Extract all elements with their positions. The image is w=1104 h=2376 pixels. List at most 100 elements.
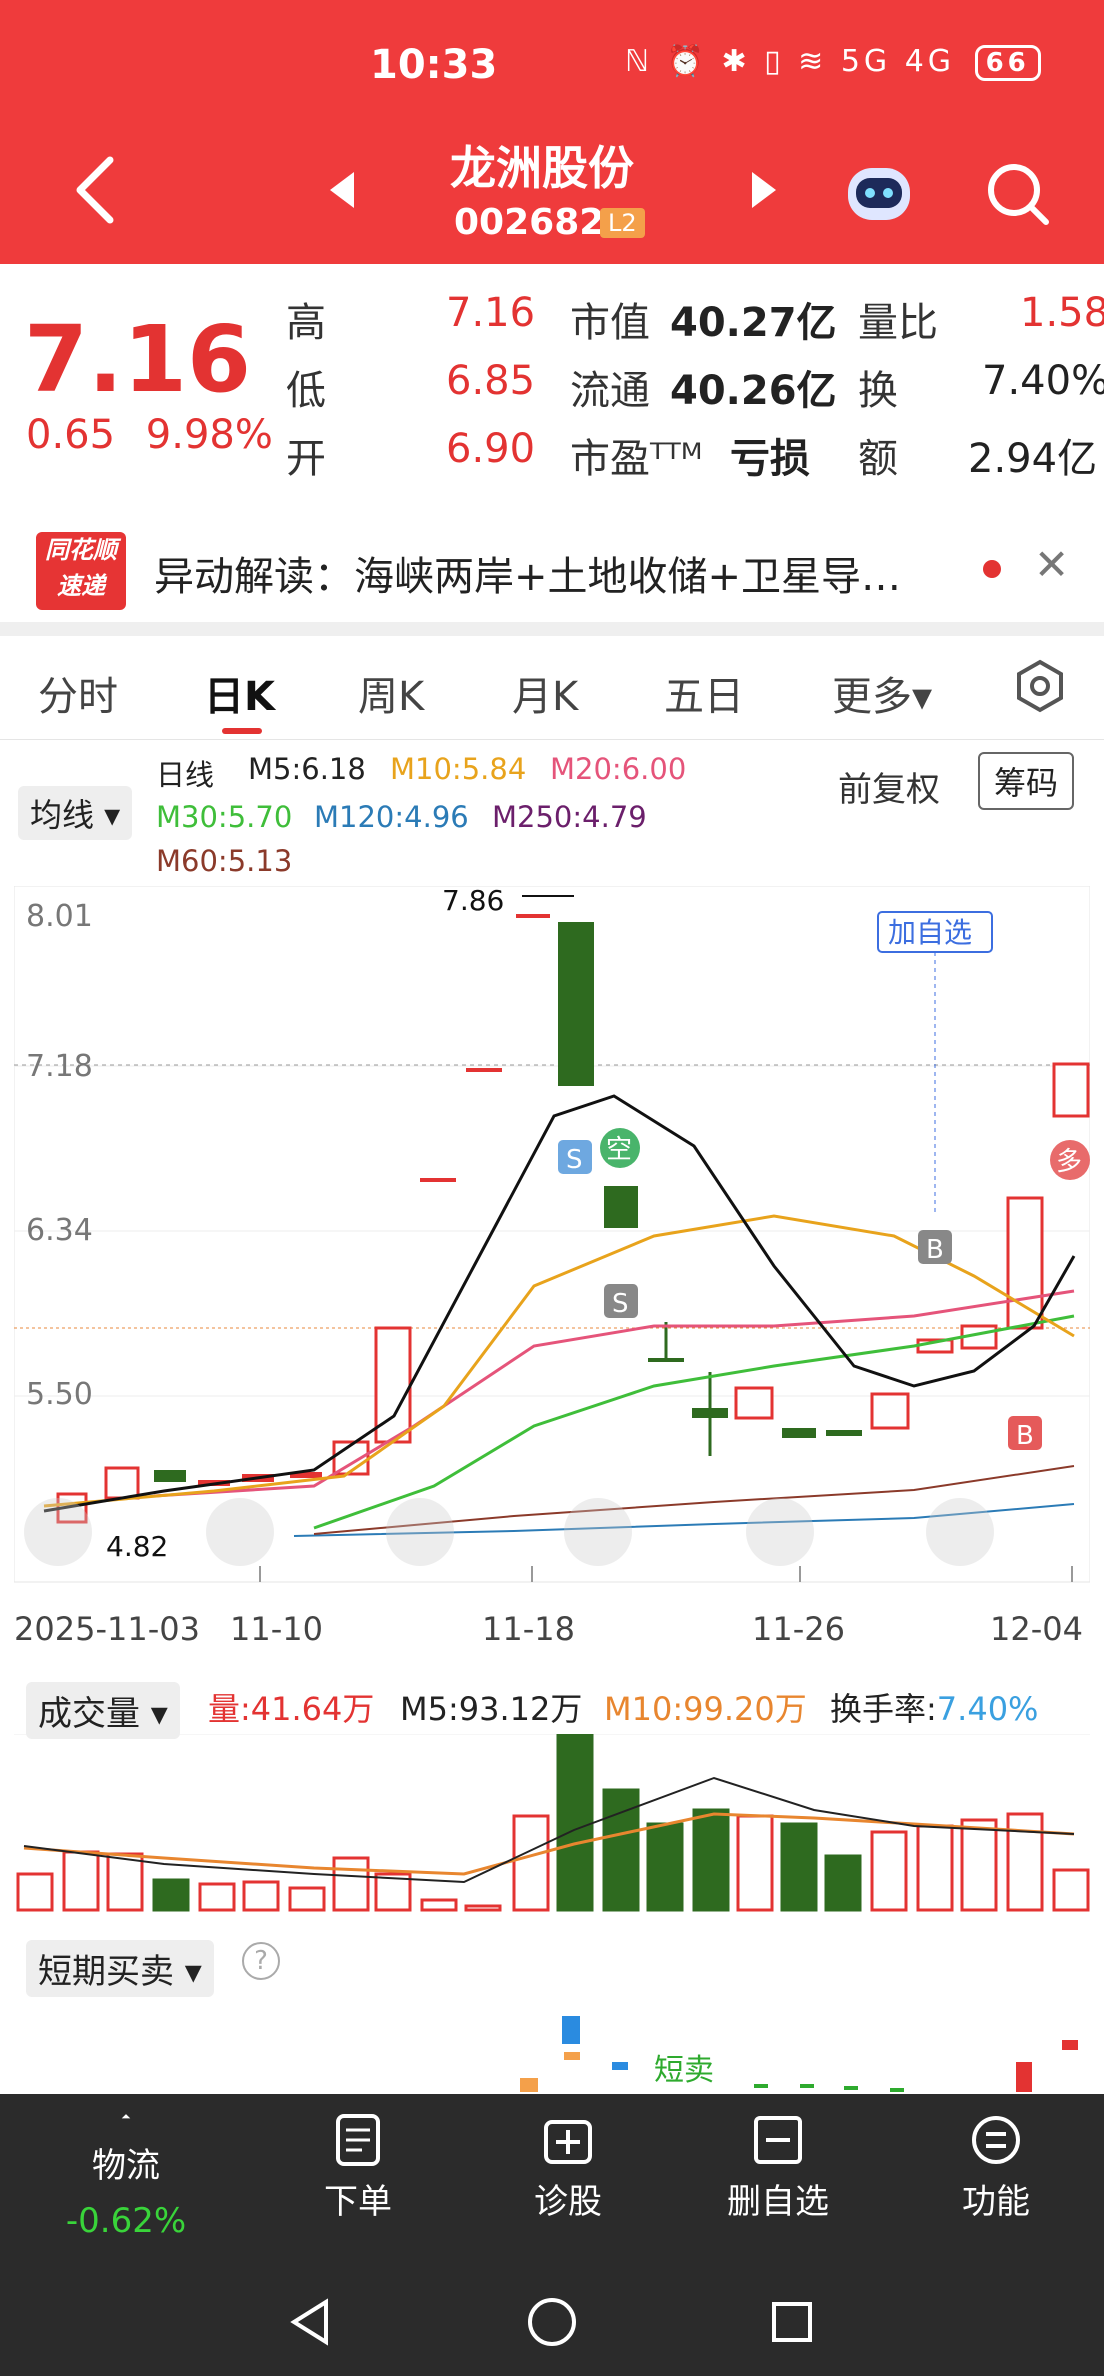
short-term-chart: 短卖 (520, 2016, 1078, 2092)
tab-monthly-k[interactable]: 月K (512, 674, 579, 720)
nav-home-icon[interactable] (526, 2296, 578, 2348)
signal-s[interactable]: S (558, 1140, 592, 1175)
diagnose-icon (544, 2120, 592, 2164)
candle (420, 1178, 456, 1182)
signal-kong[interactable]: 空 (600, 1128, 640, 1168)
float-label: 流通 (570, 368, 650, 414)
ytick-label: 5.50 (26, 1377, 93, 1412)
remove-watch-icon (754, 2116, 802, 2164)
signal-duo[interactable]: 多 (1050, 1140, 1090, 1180)
ma60-line (313, 1465, 1075, 1535)
signal-b-label: B (926, 1235, 944, 1265)
pe-value: 亏损 (730, 436, 810, 482)
news-banner[interactable]: 同花顺 速递 异动解读：海峡两岸+土地收储+卫星导… (0, 516, 1104, 620)
back-icon[interactable] (70, 150, 120, 230)
date-label: 11-26 (752, 1610, 845, 1648)
ma30-label: M30:5.70 (156, 800, 293, 834)
price-change: 0.65 9.98% (26, 412, 273, 458)
nav-recents-icon[interactable] (770, 2300, 814, 2344)
zoom-in-icon[interactable] (206, 1498, 274, 1566)
candle (466, 1068, 502, 1072)
news-text[interactable]: 异动解读：海峡两岸+土地收储+卫星导… (154, 554, 902, 600)
kline-chart[interactable]: 8.01 7.18 6.34 5.50 7.86 (14, 886, 1090, 1586)
settings-icon[interactable] (1012, 658, 1068, 714)
tab-weekly-k[interactable]: 周K (358, 674, 425, 720)
l2-badge[interactable]: L2 (600, 208, 645, 238)
chart-nav-controls (24, 1498, 994, 1566)
fullscreen-icon[interactable] (926, 1498, 994, 1566)
functions-icon (972, 2116, 1020, 2164)
high-value: 7.16 (446, 290, 536, 336)
divider (0, 622, 1104, 636)
candle (1006, 1196, 1044, 1330)
toolbar-functions-label: 功能 (962, 2182, 1030, 2222)
chips-button[interactable]: 筹码 (978, 752, 1075, 810)
status-time: 10:33 (370, 42, 498, 88)
candle (870, 1392, 910, 1430)
ma30-line (313, 1314, 1075, 1530)
tab-daily-k[interactable]: 日K (204, 674, 275, 720)
scroll-right-icon[interactable] (746, 1498, 814, 1566)
help-icon[interactable]: ? (242, 1942, 280, 1980)
nav-back-icon[interactable] (286, 2298, 334, 2346)
bottom-toolbar: 物流 -0.62% 下单 诊股 删自选 功能 (0, 2094, 1104, 2262)
open-value: 6.90 (446, 426, 536, 472)
scroll-left-icon[interactable] (564, 1498, 632, 1566)
adjust-mode-label[interactable]: 前复权 (838, 770, 940, 810)
zoom-out-icon[interactable] (386, 1498, 454, 1566)
prev-stock-icon[interactable] (328, 170, 358, 210)
turnover-value: 7.40% (982, 358, 1104, 404)
mcap-label: 市值 (570, 300, 650, 346)
volume-indicator-select[interactable]: 成交量 ▾ (26, 1682, 180, 1739)
toolbar-diagnose[interactable]: 诊股 (488, 2112, 648, 2223)
date-label: 11-10 (230, 1610, 323, 1648)
unread-dot-icon (983, 560, 1001, 578)
zoom-out-all-icon[interactable] (24, 1498, 92, 1566)
tab-intraday[interactable]: 分时 (38, 674, 118, 720)
toolbar-functions[interactable]: 功能 (916, 2112, 1076, 2223)
tab-five-day[interactable]: 五日 (664, 674, 744, 720)
ma5-line (43, 1094, 1076, 1513)
toolbar-order[interactable]: 下单 (278, 2112, 438, 2223)
robot-assistant-icon[interactable] (842, 158, 916, 228)
ma5-label: M5:6.18 (248, 752, 366, 786)
signal-b2[interactable]: B (1008, 1416, 1042, 1451)
volume-bars (16, 1734, 1090, 1912)
float-value: 40.26亿 (670, 368, 837, 414)
ths-logo: 同花顺 速递 (36, 532, 126, 610)
turnover-rate-value: 7.40% (936, 1690, 1039, 1728)
next-stock-icon[interactable] (748, 170, 778, 210)
last-price: 7.16 (24, 306, 251, 413)
tab-more[interactable]: 更多▾ (832, 674, 933, 720)
short-term-indicator-select[interactable]: 短期买卖 ▾ (26, 1940, 214, 1997)
signal-s2-label: S (612, 1289, 629, 1319)
indicator-select[interactable]: 均线 ▾ (18, 786, 133, 840)
close-icon[interactable]: ✕ (1034, 540, 1070, 589)
signal-b[interactable]: B (918, 1230, 952, 1265)
high-label: 高 (286, 300, 326, 346)
volume-ratio-value: 1.58 (1020, 290, 1104, 336)
signal-s-label: S (566, 1145, 583, 1175)
search-icon[interactable] (982, 158, 1052, 228)
change-percent: 9.98% (145, 412, 273, 458)
date-label: 2025-11-03 (14, 1610, 200, 1648)
candle (290, 1472, 322, 1478)
candle (104, 1466, 140, 1500)
signal-s2[interactable]: S (604, 1284, 638, 1319)
turnover-rate-label: 换手率:7.40% (830, 1684, 1038, 1730)
ma250-line (293, 1503, 1075, 1537)
toolbar-remove-watch[interactable]: 删自选 (698, 2112, 858, 2223)
ytick-label: 6.34 (26, 1213, 93, 1248)
high-marker: 7.86 (442, 886, 504, 917)
candle (558, 922, 594, 1086)
quote-panel: 7.16 0.65 9.98% 高 7.16 低 6.85 开 6.90 市值 … (0, 264, 1104, 509)
volume-value: 量:41.64万 (208, 1690, 375, 1728)
stock-name: 龙洲股份 (450, 141, 634, 195)
toolbar-sector[interactable]: 物流 -0.62% (46, 2112, 206, 2241)
daily-label: 日线 (156, 758, 215, 792)
low-value: 6.85 (446, 358, 536, 404)
low-label: 低 (286, 368, 326, 414)
volume-chart[interactable] (14, 1734, 1090, 1914)
open-label: 开 (286, 436, 326, 482)
ma60-label: M60:5.13 (156, 844, 293, 878)
